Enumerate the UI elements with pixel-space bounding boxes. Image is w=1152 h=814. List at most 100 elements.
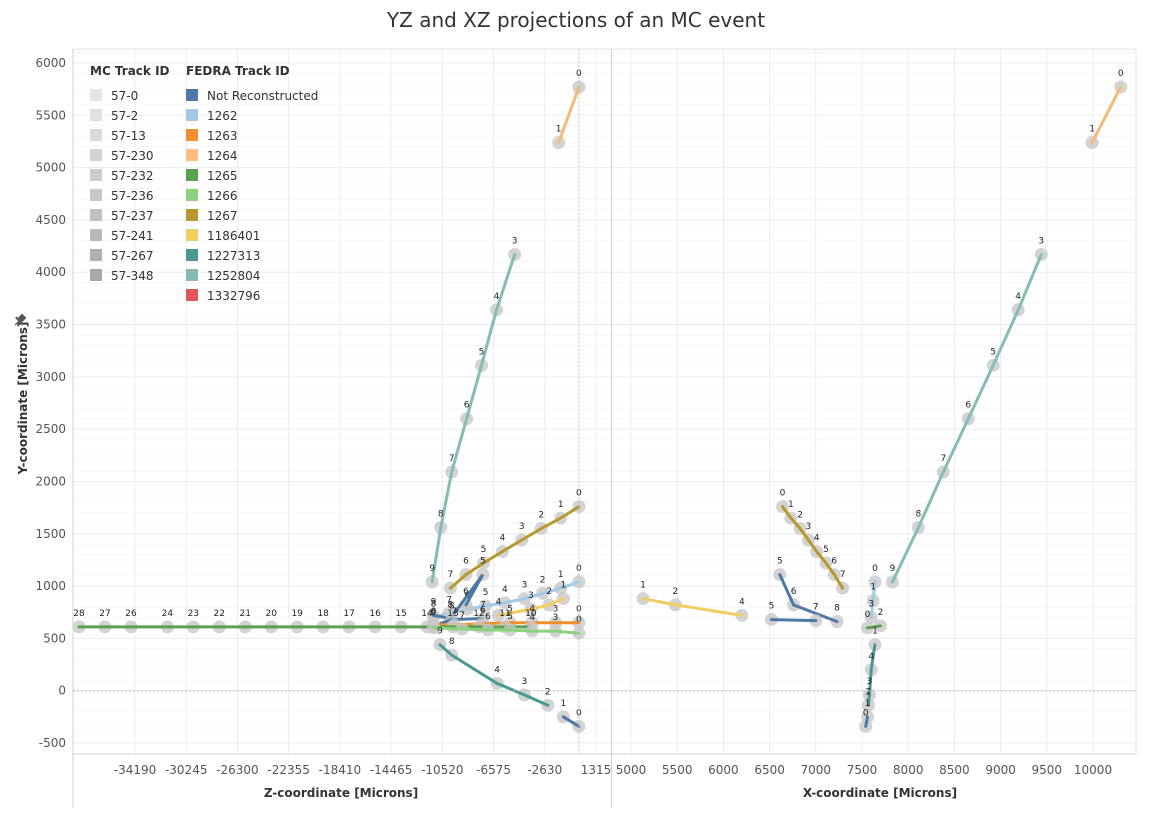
legend-fedra-item-label[interactable]: 1332796 xyxy=(207,289,260,303)
legend-mc-item-label[interactable]: 57-13 xyxy=(111,129,146,143)
legend-fedra-item-label[interactable]: 1265 xyxy=(207,169,238,183)
hit-index-label: 1 xyxy=(872,627,878,637)
legend-fedra-item-label[interactable]: 1252804 xyxy=(207,269,260,283)
y-tick-label: 1500 xyxy=(35,527,66,541)
hit-index-label: 14 xyxy=(421,609,433,619)
legend-mc-item-label[interactable]: 57-241 xyxy=(111,229,154,243)
x-tick-label: 7500 xyxy=(847,763,878,777)
hit-index-label: 3 xyxy=(512,236,518,246)
hit-index-label: 8 xyxy=(449,637,455,647)
legend-mc-swatch[interactable] xyxy=(90,89,102,101)
legend-mc-item-label[interactable]: 57-348 xyxy=(111,269,154,283)
x-tick-label: 7000 xyxy=(801,763,832,777)
track-line xyxy=(438,643,550,707)
legend-fedra-swatch[interactable] xyxy=(186,89,198,101)
hit-index-label: 12 xyxy=(473,609,484,619)
legend-fedra-item-label[interactable]: 1186401 xyxy=(207,229,260,243)
legend-fedra-swatch[interactable] xyxy=(186,269,198,281)
legend-mc-item-label[interactable]: 57-237 xyxy=(111,209,154,223)
legend-mc-item-label[interactable]: 57-232 xyxy=(111,169,154,183)
hit-index-label: 7 xyxy=(451,607,457,617)
track-line xyxy=(866,624,882,630)
y-tick-label: 2500 xyxy=(35,422,66,436)
legend-fedra-swatch[interactable] xyxy=(186,209,198,221)
hit-index-label: 9 xyxy=(890,564,896,574)
hit-index-label: 15 xyxy=(395,609,406,619)
legend-fedra-swatch[interactable] xyxy=(186,109,198,121)
hit-index-label: 8 xyxy=(431,607,437,617)
track-line xyxy=(781,505,845,590)
hit-index-label: 8 xyxy=(448,601,454,611)
legend-mc-item-label[interactable]: 57-236 xyxy=(111,189,154,203)
x-tick-label: 6500 xyxy=(754,763,785,777)
legend-mc-item-label[interactable]: 57-230 xyxy=(111,149,154,163)
legend-mc-item-label[interactable]: 57-2 xyxy=(111,109,138,123)
hit-index-label: 1 xyxy=(560,581,566,591)
legend-fedra-swatch[interactable] xyxy=(186,249,198,261)
hit-index-label: 1 xyxy=(1089,125,1095,135)
hit-index-label: 3 xyxy=(528,591,534,601)
legend-fedra-item-label[interactable]: 1227313 xyxy=(207,249,260,263)
hit-index-label: 6 xyxy=(463,557,469,567)
legend-fedra-swatch[interactable] xyxy=(186,169,198,181)
hit-index-label: 13 xyxy=(447,609,458,619)
legend-mc-swatch[interactable] xyxy=(90,109,102,121)
hit-index-label: 3 xyxy=(868,599,874,609)
legend-fedra-item-label[interactable]: 1262 xyxy=(207,109,238,123)
hit-index-label: 4 xyxy=(1015,292,1021,302)
legend-fedra-item-label[interactable]: 1264 xyxy=(207,149,238,163)
hit-index-label: 4 xyxy=(529,605,535,615)
hit-index-label: 4 xyxy=(529,613,535,623)
track-line xyxy=(641,597,744,617)
legend-mc-item-label[interactable]: 57-0 xyxy=(111,89,138,103)
hit-index-label: 27 xyxy=(99,609,110,619)
hit-index-label: 7 xyxy=(459,611,465,621)
hit-index-label: 19 xyxy=(291,609,303,619)
legend-fedra-item-label[interactable]: 1267 xyxy=(207,209,238,223)
hit-index-label: 1 xyxy=(865,699,871,709)
hit-index-label: 1 xyxy=(640,581,646,591)
legend-mc-swatch[interactable] xyxy=(90,249,102,261)
track-line xyxy=(561,715,581,728)
hit-index-label: 9 xyxy=(431,608,437,618)
x-tick-label: -6575 xyxy=(476,763,511,777)
hit-index-label: 5 xyxy=(479,347,485,357)
legend-mc-swatch[interactable] xyxy=(90,149,102,161)
hit-index-label: 5 xyxy=(507,605,513,615)
legend-mc-swatch[interactable] xyxy=(90,169,102,181)
track-line xyxy=(496,597,565,617)
legend-fedra-swatch[interactable] xyxy=(186,189,198,201)
legend-fedra-title: FEDRA Track ID xyxy=(186,64,290,78)
legend-fedra-swatch[interactable] xyxy=(186,229,198,241)
legend-fedra-swatch[interactable] xyxy=(186,129,198,141)
legend-fedra-item-label[interactable]: Not Reconstructed xyxy=(207,89,318,103)
hit-index-label: 9 xyxy=(431,597,437,607)
hit-index-label: 18 xyxy=(317,609,329,619)
track-line xyxy=(432,626,581,635)
track-line xyxy=(769,618,818,623)
hit-index-label: 7 xyxy=(448,570,454,580)
legend-mc-swatch[interactable] xyxy=(90,269,102,281)
hit-index-label: 3 xyxy=(553,613,559,623)
axis-layer: -500050010001500200025003000350040004500… xyxy=(35,48,1137,808)
hit-index-label: 10 xyxy=(525,609,537,619)
x-axis-title-left: Z-coordinate [Microns] xyxy=(264,786,418,800)
legend-mc-swatch[interactable] xyxy=(90,129,102,141)
hit-index-label: 1 xyxy=(558,570,564,580)
legend-mc-item-label[interactable]: 57-267 xyxy=(111,249,154,263)
legend-mc-swatch[interactable] xyxy=(90,209,102,221)
legend-fedra-swatch[interactable] xyxy=(186,289,198,301)
hit-index-label: 24 xyxy=(162,609,174,619)
hit-index-label: 1 xyxy=(560,699,566,709)
hit-index-label: 2 xyxy=(866,687,872,697)
track-line xyxy=(432,573,485,621)
legend-fedra-swatch[interactable] xyxy=(186,149,198,161)
legend-mc-swatch[interactable] xyxy=(90,189,102,201)
legend-fedra-item-label[interactable]: 1266 xyxy=(207,189,238,203)
hit-index-label: 0 xyxy=(576,615,582,625)
legend-fedra-item-label[interactable]: 1263 xyxy=(207,129,238,143)
legend-mc-swatch[interactable] xyxy=(90,229,102,241)
hit-index-label: 4 xyxy=(739,597,745,607)
hit-index-label: 3 xyxy=(553,605,559,615)
x-tick-label: -14465 xyxy=(370,763,413,777)
